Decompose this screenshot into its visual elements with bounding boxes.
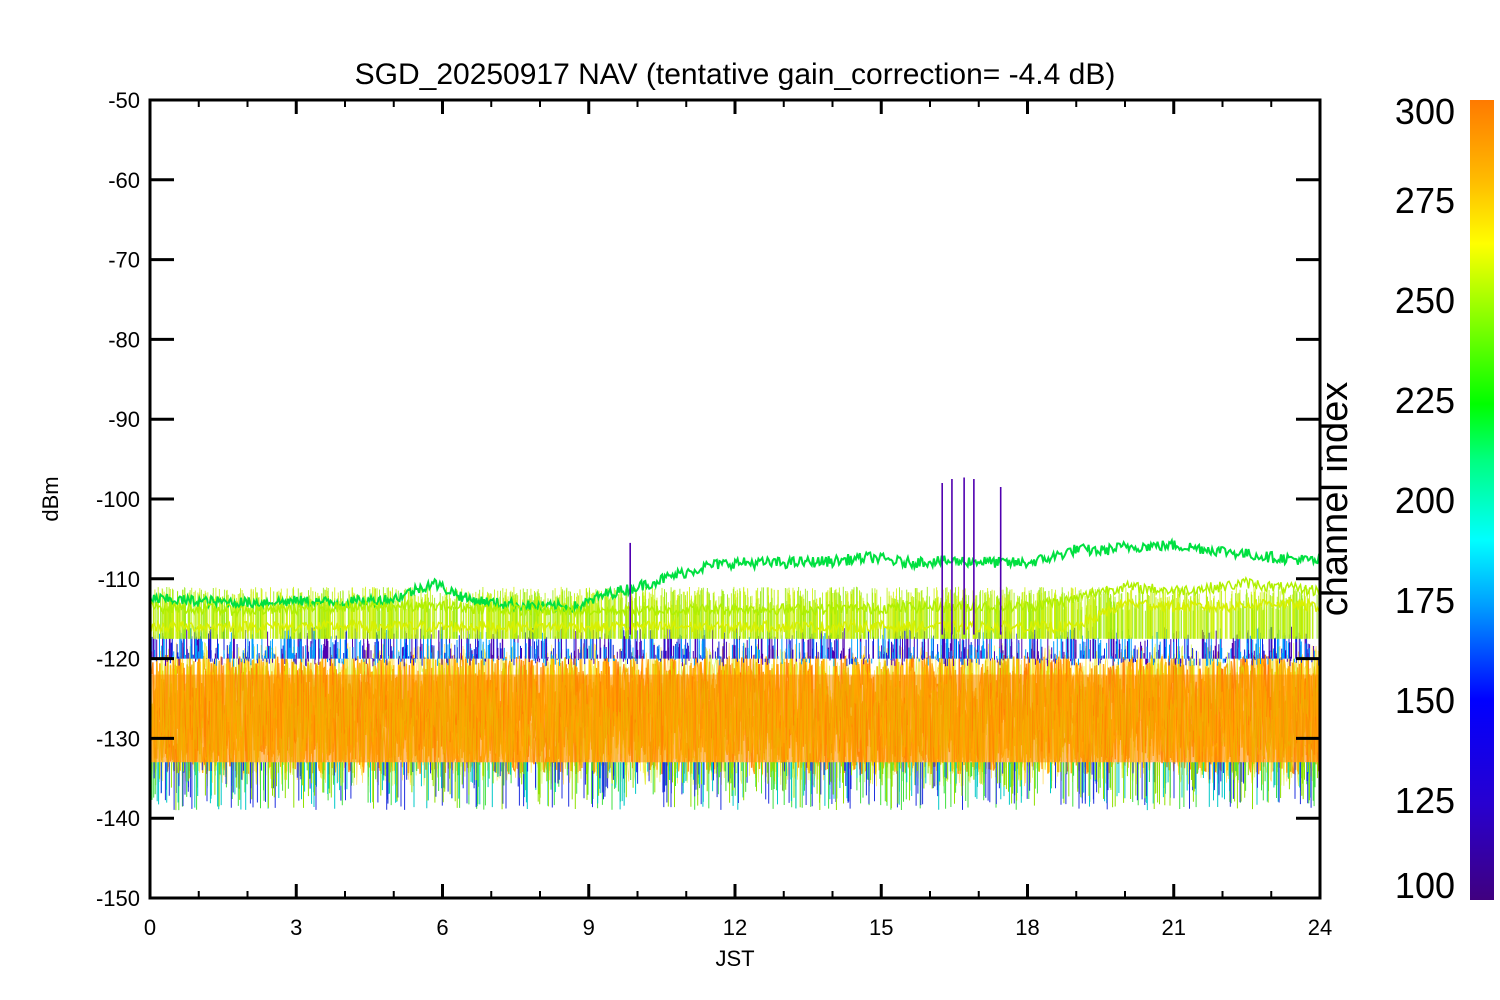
x-tick-label: 3 [290, 915, 302, 940]
y-tick-label: -90 [108, 407, 140, 432]
chart-title: SGD_20250917 NAV (tentative gain_correct… [355, 58, 1116, 91]
series-line-ch215 [150, 537, 1320, 614]
noise-band-core [150, 674, 1320, 763]
y-tick-label: -80 [108, 327, 140, 352]
x-tick-label: 15 [869, 915, 893, 940]
colorbar-label: channel index [1314, 382, 1356, 617]
x-tick-label: 6 [436, 915, 448, 940]
y-axis-label: dBm [38, 476, 63, 521]
plot-area [150, 477, 1320, 811]
y-tick-label: -130 [96, 726, 140, 751]
colorbar-tick-label: 125 [1395, 780, 1455, 821]
y-tick-label: -50 [108, 88, 140, 113]
low-outlier-trace [158, 762, 1318, 811]
x-tick-label: 9 [583, 915, 595, 940]
colorbar-tick-label: 225 [1395, 380, 1455, 421]
colorbar-tick-label: 250 [1395, 280, 1455, 321]
series-line-ch255 [150, 575, 1320, 619]
colorbar-tick-label: 175 [1395, 580, 1455, 621]
y-tick-label: -100 [96, 487, 140, 512]
colorbar-tick-label: 300 [1395, 91, 1455, 132]
x-tick-label: 0 [144, 915, 156, 940]
series-line-ch262 [150, 597, 1320, 635]
y-tick-label: -140 [96, 806, 140, 831]
mid-band-trace [153, 626, 1315, 667]
y-tick-label: -110 [98, 567, 140, 592]
colorbar-tick-label: 200 [1395, 480, 1455, 521]
x-tick-label: 24 [1308, 915, 1332, 940]
y-tick-label: -150 [96, 886, 140, 911]
x-axis-label: JST [715, 946, 754, 971]
x-tick-label: 12 [723, 915, 747, 940]
y-tick-label: -60 [108, 168, 140, 193]
y-tick-label: -70 [108, 248, 140, 273]
colorbar-ticks: 300 275 250 225 200 175 150 125 100 [1395, 91, 1455, 906]
y-tick-label: -120 [96, 647, 140, 672]
x-tick-label: 18 [1015, 915, 1039, 940]
colorbar [1470, 100, 1494, 900]
colorbar-tick-label: 100 [1395, 865, 1455, 906]
colorbar-tick-label: 150 [1395, 680, 1455, 721]
axes: 0 3 6 9 12 15 18 21 24 -50 -60 -70 -80 -90 -100 -110 -12… [96, 88, 1332, 940]
colorbar-tick-label: 275 [1395, 180, 1455, 221]
x-tick-label: 21 [1162, 915, 1186, 940]
